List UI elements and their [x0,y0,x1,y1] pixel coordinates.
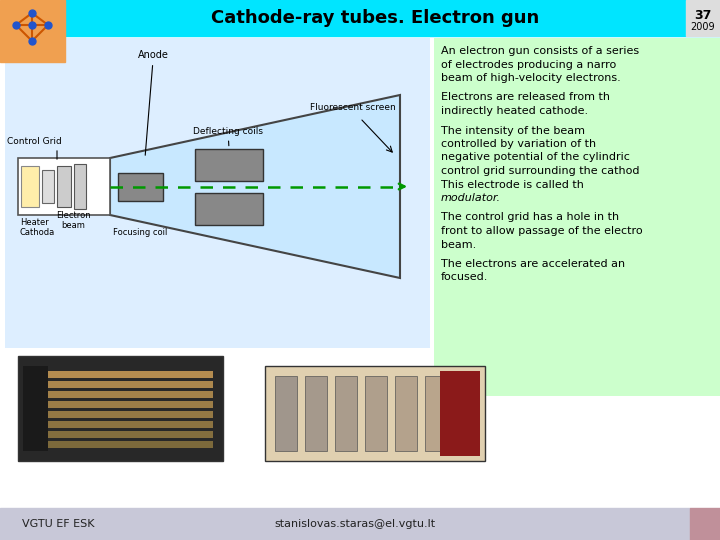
Bar [21,166,39,207]
Bar [28,421,213,428]
Text: The electrons are accelerated an: The electrons are accelerated an [441,259,625,269]
Text: front to allow passage of the electro: front to allow passage of the electro [441,226,643,236]
Bar [275,376,297,451]
Text: indirectly heated cathode.: indirectly heated cathode. [441,106,588,116]
Text: 37: 37 [694,9,711,22]
Bar [195,192,263,225]
Bar [434,38,720,396]
Text: This electrode is called th: This electrode is called th [441,179,584,190]
Polygon shape [16,13,48,41]
Text: Deflecting coils: Deflecting coils [193,126,263,146]
Bar [28,371,213,378]
Text: VGTU EF ESK: VGTU EF ESK [22,519,94,529]
Text: of electrodes producing a narro: of electrodes producing a narro [441,59,616,70]
Bar [690,508,720,540]
Text: 2009: 2009 [690,22,715,32]
Bar [42,170,54,203]
Bar [28,391,213,398]
Text: Control Grid: Control Grid [7,137,62,146]
Text: An electron gun consists of a series: An electron gun consists of a series [441,46,639,56]
Text: The intensity of the beam: The intensity of the beam [441,125,585,136]
Text: beam of high-velocity electrons.: beam of high-velocity electrons. [441,73,621,83]
Text: Fluorescent screen: Fluorescent screen [310,103,396,112]
Bar [0,0,65,62]
Bar [118,172,163,200]
Polygon shape [110,95,400,278]
Bar [57,166,71,207]
Text: beam.: beam. [441,240,476,249]
Bar [5,38,430,348]
Bar [65,0,720,36]
Text: The control grid has a hole in th: The control grid has a hole in th [441,213,619,222]
Bar [335,376,357,451]
Bar [28,411,213,418]
Bar [365,376,387,451]
Bar [74,164,86,209]
Bar [23,366,48,451]
Text: modulator.: modulator. [441,193,501,203]
Text: Focusing coil: Focusing coil [113,228,167,237]
Bar [28,441,213,448]
Bar [28,401,213,408]
Bar [28,431,213,438]
Text: stanislovas.staras@el.vgtu.lt: stanislovas.staras@el.vgtu.lt [274,519,436,529]
Text: controlled by variation of th: controlled by variation of th [441,139,596,149]
Text: Electron
beam: Electron beam [55,211,90,230]
Bar [686,0,720,36]
Text: Cathoda: Cathoda [20,228,55,237]
Bar [305,376,327,451]
Bar [195,148,263,180]
Text: negative potential of the cylindric: negative potential of the cylindric [441,152,630,163]
Bar [28,381,213,388]
Text: focused.: focused. [441,273,488,282]
Bar [425,376,447,451]
Text: Heater: Heater [20,218,49,227]
Text: Anode: Anode [138,50,169,155]
Bar [0,508,690,540]
Text: Cathode-ray tubes. Electron gun: Cathode-ray tubes. Electron gun [211,9,539,27]
Text: Electrons are released from th: Electrons are released from th [441,92,610,103]
Bar [395,376,417,451]
Bar [18,158,110,215]
Bar [265,366,485,461]
Bar [18,356,223,461]
Text: control grid surrounding the cathod: control grid surrounding the cathod [441,166,639,176]
Bar [440,371,480,456]
